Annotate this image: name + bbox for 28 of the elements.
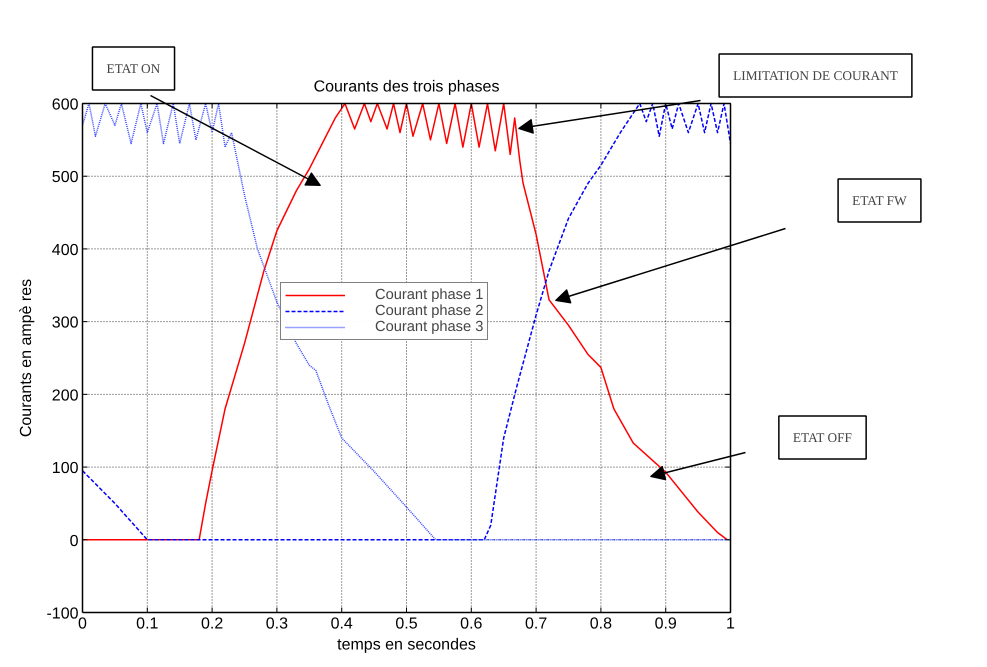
x-axis-title: temps en secondes [337,636,476,654]
y-tick-label: 100 [52,460,79,478]
y-tick-label: -100 [46,606,79,622]
x-tick-label: 0.4 [330,616,353,632]
y-tick-label: 500 [52,169,79,186]
x-tick-label: 0.8 [590,616,612,632]
x-tick-label: 0.3 [266,616,288,632]
x-tick-label: 0.1 [136,616,159,632]
y-tick-label: 0 [70,532,79,550]
x-tick-label: 0.6 [460,616,483,632]
x-tick-label: 0.7 [524,616,548,632]
y-axis-title: Courants en ampè res [18,278,35,438]
text: ETAT OFF [792,430,852,445]
legend-label: Courant phase 1 [375,287,484,303]
legend-label: Courant phase 3 [375,319,484,335]
text: ETAT FW [852,193,908,208]
chart-title: Courants des trois phases [314,78,500,96]
legend-label: Courant phase 2 [375,303,484,319]
x-tick-label: 0.2 [200,616,224,632]
x-tick-label: 1 [726,616,736,632]
text: LIMITATION DE COURANT [733,68,898,83]
x-tick-label: 0.9 [654,616,677,632]
y-tick-label: 600 [52,96,79,114]
text: ETAT ON [106,61,161,76]
x-tick-label: 0.5 [395,616,418,632]
y-tick-label: 400 [52,242,79,259]
y-tick-label: 200 [52,387,79,404]
y-tick-label: 300 [52,314,79,332]
